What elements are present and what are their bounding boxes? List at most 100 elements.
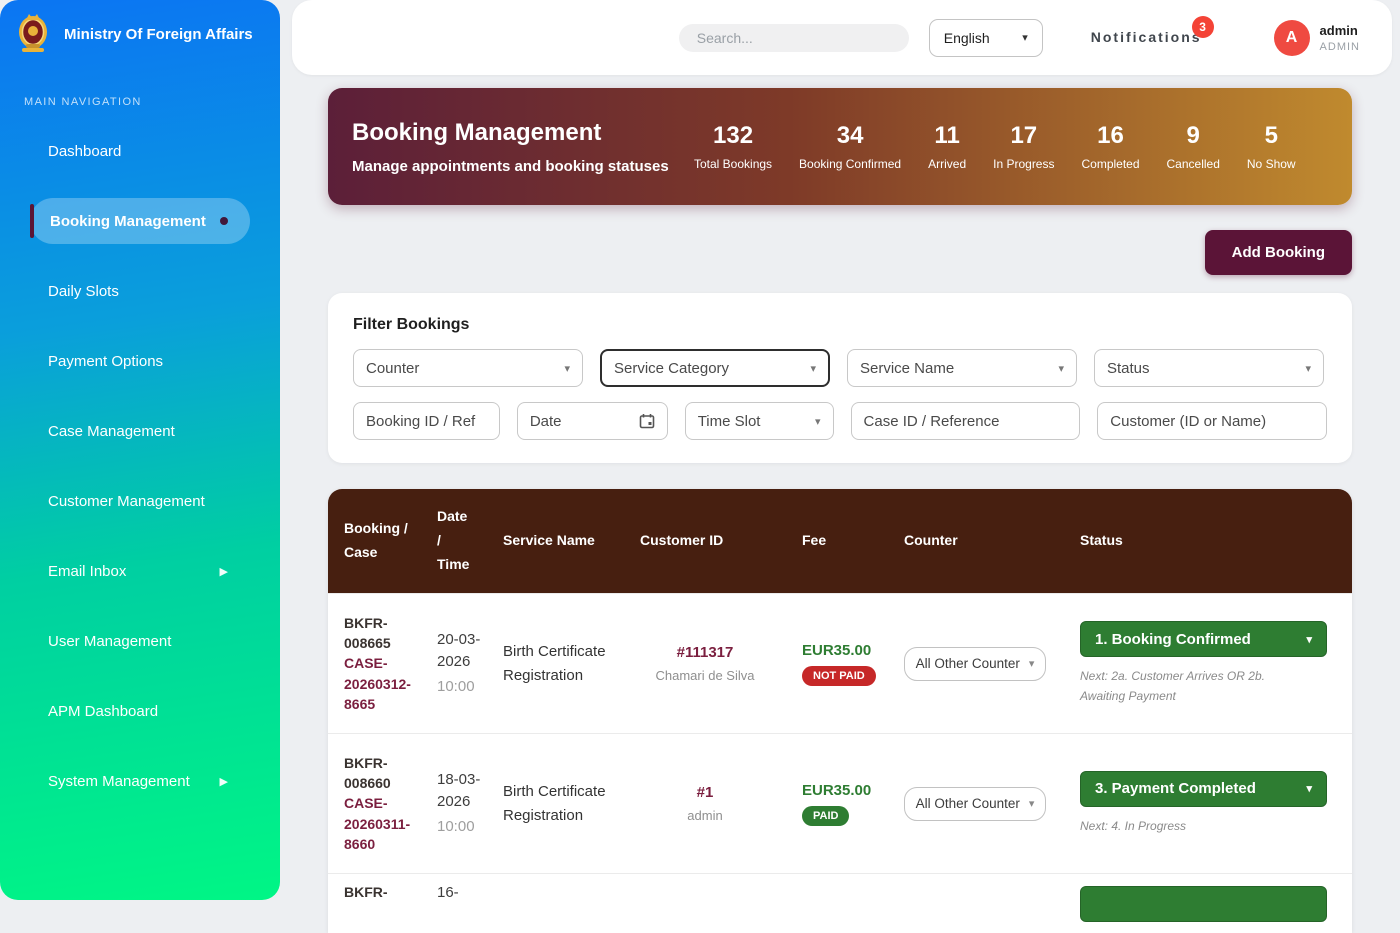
chevron-down-icon: ▾	[1028, 658, 1035, 670]
counter-filter-select[interactable]: Counter ▾	[353, 349, 583, 387]
main-content: Booking Management Manage appointments a…	[328, 0, 1352, 933]
status-select-button[interactable]: 1. Booking Confirmed ▾	[1080, 621, 1327, 658]
table-row: BKFR-008660 CASE-20260311-8660 18-03-202…	[328, 733, 1352, 873]
column-header-fee: Fee	[802, 532, 827, 549]
chevron-down-icon: ▾	[1028, 798, 1035, 810]
submenu-arrow-icon: ▶	[219, 565, 228, 578]
sidebar-item-payment-options[interactable]: Payment Options	[48, 352, 164, 370]
case-id: CASE-20260312-8665	[344, 655, 411, 712]
booking-id: BKFR-008665	[344, 614, 391, 652]
user-menu[interactable]: A admin ADMIN	[1273, 19, 1360, 56]
table-row: BKFR- 16-	[328, 873, 1352, 933]
booking-time: 10:00	[437, 817, 475, 835]
sidebar-item-email-inbox[interactable]: Email Inbox ▶	[48, 562, 228, 580]
booking-time: 10:00	[437, 677, 475, 695]
user-role: ADMIN	[1319, 40, 1360, 53]
sidebar-item-case-management[interactable]: Case Management	[48, 422, 175, 440]
user-name: admin	[1319, 22, 1358, 38]
notification-count-badge: 3	[1191, 15, 1214, 38]
service-name: Birth Certificate Registration	[503, 782, 606, 824]
customer-name: Chamari de Silva	[655, 668, 755, 683]
stat-no-show: 5 No Show	[1246, 122, 1296, 171]
column-header-date-time: Date / Time	[437, 508, 470, 572]
page-banner: Booking Management Manage appointments a…	[328, 88, 1352, 205]
booking-id-filter-input[interactable]: Booking ID / Ref	[353, 402, 500, 440]
column-header-customer-id: Customer ID	[640, 532, 724, 549]
service-name: Birth Certificate Registration	[503, 642, 606, 684]
case-id-filter-input[interactable]: Case ID / Reference	[850, 402, 1081, 440]
nav-section-label: MAIN NAVIGATION	[24, 96, 142, 108]
chevron-down-icon: ▾	[815, 415, 821, 428]
chevron-down-icon: ▾	[1022, 32, 1028, 44]
active-item-pill: Booking Management	[30, 198, 250, 244]
booking-date: 16-	[437, 884, 459, 901]
stat-booking-confirmed: 34 Booking Confirmed	[799, 122, 902, 171]
stat-arrived: 11 Arrived	[928, 122, 967, 171]
booking-date: 20-03-2026	[437, 630, 481, 671]
date-filter-input[interactable]: Date	[516, 402, 668, 440]
submenu-arrow-icon: ▶	[219, 775, 228, 788]
avatar: A	[1273, 19, 1310, 56]
column-header-counter: Counter	[904, 532, 958, 549]
status-filter-select[interactable]: Status ▾	[1094, 349, 1324, 387]
stat-cancelled: 9 Cancelled	[1166, 122, 1220, 171]
sidebar-item-user-management[interactable]: User Management	[48, 632, 172, 650]
status-select-button[interactable]	[1080, 886, 1327, 922]
brand: Ministry Of Foreign Affairs	[0, 0, 280, 66]
stat-in-progress: 17 In Progress	[993, 122, 1055, 171]
language-select[interactable]: English ▾	[928, 18, 1043, 57]
calendar-icon	[639, 414, 654, 429]
counter-select[interactable]: All Other Counter ▾	[904, 786, 1046, 821]
sidebar-item-booking-management[interactable]: Booking Management	[0, 186, 280, 256]
filter-panel: Filter Bookings Counter ▾ Service Catego…	[328, 293, 1352, 463]
booking-date: 18-03-2026	[437, 770, 481, 811]
table-row: BKFR-008665 CASE-20260312-8665 20-03-202…	[328, 593, 1352, 733]
topbar: English ▾ Notifications 3 A admin ADMIN	[292, 0, 1392, 75]
customer-name: admin	[687, 808, 723, 823]
fee-amount: EUR35.00	[802, 781, 872, 799]
customer-id: #111317	[676, 644, 734, 661]
payment-status-badge: NOT PAID	[802, 665, 876, 686]
bookings-table: Booking / Case Date / Time Service Name …	[328, 489, 1352, 933]
filter-title: Filter Bookings	[353, 316, 470, 333]
next-status-hint: Next: 4. In Progress	[1080, 818, 1187, 833]
active-dot-icon	[220, 217, 228, 225]
page-title: Booking Management	[352, 118, 602, 146]
chevron-down-icon: ▾	[564, 362, 570, 375]
payment-status-badge: PAID	[802, 805, 850, 826]
counter-select[interactable]: All Other Counter ▾	[904, 646, 1046, 681]
fee-amount: EUR35.00	[802, 641, 872, 659]
sidebar-item-system-management[interactable]: System Management ▶	[48, 772, 228, 790]
stat-total-bookings: 132 Total Bookings	[694, 122, 773, 171]
case-id: CASE-20260311-8660	[344, 795, 411, 852]
sidebar-item-daily-slots[interactable]: Daily Slots	[48, 282, 119, 300]
search-input[interactable]	[678, 23, 909, 52]
column-header-status: Status	[1080, 532, 1123, 549]
booking-id: BKFR-008660	[344, 754, 391, 792]
chevron-down-icon: ▾	[1305, 362, 1311, 375]
sidebar-item-dashboard[interactable]: Dashboard	[48, 142, 122, 160]
table-header: Booking / Case Date / Time Service Name …	[328, 489, 1352, 593]
notifications-button[interactable]: Notifications 3	[1091, 15, 1214, 47]
booking-id: BKFR-	[344, 884, 388, 900]
status-select-button[interactable]: 3. Payment Completed ▾	[1080, 770, 1327, 807]
sidebar: Ministry Of Foreign Affairs MAIN NAVIGAT…	[0, 0, 280, 900]
active-indicator-bar	[30, 204, 34, 238]
sidebar-item-apm-dashboard[interactable]: APM Dashboard	[48, 702, 159, 720]
service-category-filter-select[interactable]: Service Category ▾	[600, 349, 830, 387]
chevron-down-icon: ▾	[1306, 633, 1312, 646]
time-slot-filter-select[interactable]: Time Slot ▾	[684, 402, 834, 440]
column-header-service-name: Service Name	[503, 532, 595, 549]
customer-filter-input[interactable]: Customer (ID or Name)	[1097, 402, 1327, 440]
stat-completed: 16 Completed	[1081, 122, 1140, 171]
service-name-filter-select[interactable]: Service Name ▾	[847, 349, 1077, 387]
add-booking-button[interactable]: Add Booking	[1204, 230, 1352, 275]
sidebar-item-customer-management[interactable]: Customer Management	[48, 492, 205, 510]
page-subtitle: Manage appointments and booking statuses	[352, 157, 669, 175]
ministry-emblem-logo	[19, 14, 47, 52]
chevron-down-icon: ▾	[810, 362, 816, 375]
chevron-down-icon: ▾	[1058, 362, 1064, 375]
brand-title: Ministry Of Foreign Affairs	[64, 25, 253, 43]
booking-stats: 132 Total Bookings 34 Booking Confirmed …	[694, 122, 1296, 171]
customer-id: #1	[696, 784, 714, 801]
